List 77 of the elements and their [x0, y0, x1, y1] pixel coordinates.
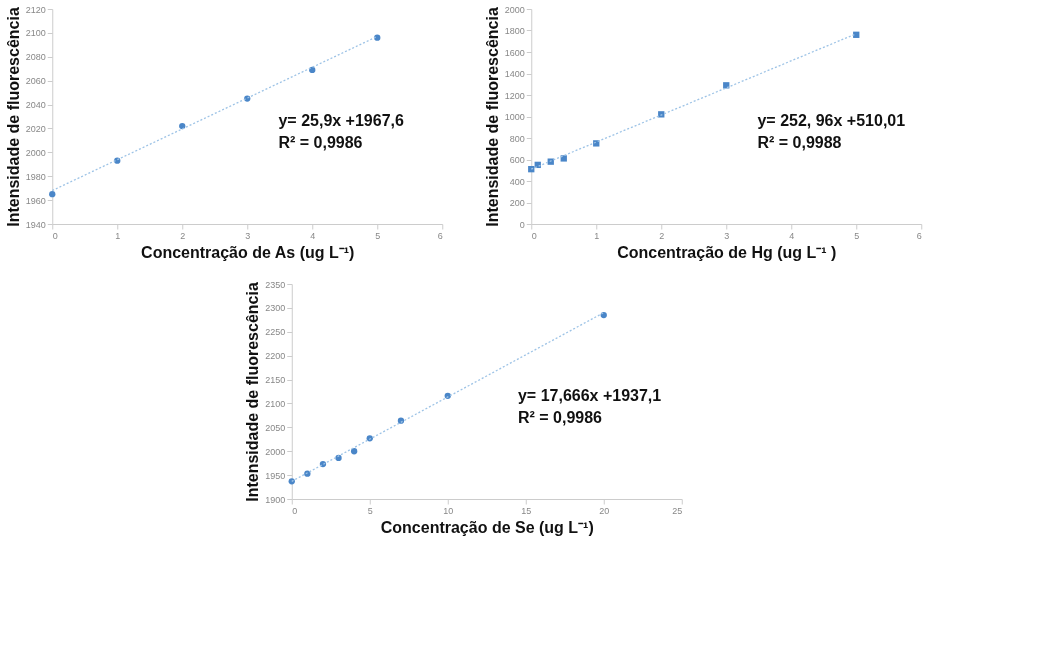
x-tick-label: 25	[672, 505, 683, 516]
x-axis-title: Concentração de Se (ug L⁻¹)	[380, 518, 594, 536]
x-tick-label: 4	[789, 230, 795, 241]
x-axis-title: Concentração de Hg (ug L⁻¹ )	[617, 243, 837, 261]
point	[350, 448, 358, 455]
annotation: y= 252, 96x +510,01	[757, 111, 906, 129]
x-tick-label: 5	[375, 230, 381, 241]
x-axis-title: Concentração de As (ug L⁻¹)	[141, 243, 355, 261]
x-tick-label: 5	[854, 230, 860, 241]
annotation: R² = 0,9988	[757, 133, 842, 151]
x-tick-label: 1	[115, 230, 121, 241]
point	[179, 122, 186, 130]
x-tick-label: 6	[916, 230, 922, 241]
y-tick-label: 1800	[504, 26, 525, 36]
point	[560, 155, 567, 162]
y-tick-label: 2150	[265, 375, 286, 386]
point	[49, 190, 56, 198]
x-tick-label: 4	[310, 230, 316, 241]
y-tick-label: 1900	[265, 494, 286, 505]
point	[309, 66, 316, 74]
y-tick-label: 400	[509, 176, 525, 187]
x-tick-label: 10	[443, 505, 454, 516]
point	[397, 417, 405, 424]
y-axis-title: Intensidade de fluorescência	[4, 7, 22, 227]
point	[547, 158, 554, 165]
y-tick-label: 2000	[265, 446, 286, 457]
x-tick-label: 6	[437, 230, 443, 241]
point	[288, 478, 295, 485]
y-tick-label: 1600	[504, 47, 525, 58]
annotation: y= 25,9x +1967,6	[278, 111, 404, 129]
y-tick-label: 0	[519, 219, 525, 230]
y-tick-label: 1940	[25, 219, 46, 230]
x-tick-label: 1	[594, 230, 600, 241]
y-tick-label: 2100	[25, 28, 46, 39]
point	[444, 392, 451, 399]
y-tick-label: 2020	[25, 123, 46, 134]
y-tick-label: 1400	[504, 69, 525, 79]
y-tick-label: 2120	[25, 4, 46, 15]
y-tick-label: 1980	[25, 171, 46, 182]
y-tick-label: 2100	[265, 398, 286, 409]
y-axis-title: Intensidade de fluorescência	[483, 7, 501, 227]
x-tick-label: 15	[521, 505, 532, 516]
x-tick-label: 20	[599, 505, 610, 516]
x-tick-label: 2	[180, 230, 186, 241]
y-tick-label: 1950	[265, 470, 286, 481]
y-tick-label: 2050	[265, 422, 286, 433]
y-tick-label: 600	[509, 155, 525, 165]
y-tick-label: 1200	[504, 90, 525, 101]
y-tick-label: 2200	[265, 351, 286, 362]
y-tick-label: 2080	[25, 52, 46, 63]
y-tick-label: 1960	[25, 195, 46, 206]
x-tick-label: 3	[245, 230, 251, 241]
point	[600, 311, 607, 319]
x-tick-label: 3	[724, 230, 730, 241]
annotation: y= 17,666x +1937,1	[517, 386, 662, 404]
y-tick-label: 2300	[265, 303, 286, 314]
point	[658, 111, 665, 118]
x-tick-label: 0	[531, 230, 537, 241]
x-tick-label: 2	[659, 230, 665, 241]
y-tick-label: 2350	[265, 279, 286, 290]
y-tick-label: 2040	[25, 100, 46, 111]
annotation: R² = 0,9986	[278, 133, 363, 151]
x-tick-label: 0	[292, 505, 298, 516]
annotation: R² = 0,9986	[517, 408, 603, 426]
y-axis-title: Intensidade de fluorescência	[244, 282, 262, 502]
y-tick-label: 2000	[25, 147, 46, 158]
point	[374, 34, 381, 41]
point	[304, 470, 311, 477]
x-tick-label: 5	[367, 505, 373, 516]
y-tick-label: 2060	[25, 76, 46, 87]
x-tick-label: 0	[52, 230, 58, 241]
y-tick-label: 2250	[265, 327, 286, 338]
y-tick-label: 2000	[504, 4, 525, 15]
point	[366, 435, 373, 442]
y-tick-label: 1000	[504, 112, 525, 122]
y-tick-label: 800	[509, 133, 525, 144]
y-tick-label: 200	[509, 198, 525, 208]
